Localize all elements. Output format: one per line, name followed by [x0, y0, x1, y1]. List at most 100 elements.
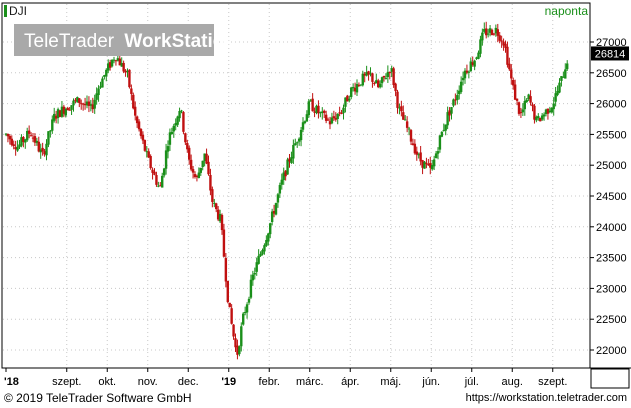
candle-body [490, 29, 494, 36]
candle-body [197, 172, 201, 178]
candle-body [240, 326, 243, 347]
candle-body [506, 46, 509, 65]
candle-body [315, 105, 318, 114]
candle-body [417, 154, 420, 156]
candle-body [234, 338, 237, 348]
candle-body [550, 108, 553, 113]
candle-body [373, 82, 376, 84]
candle-body [74, 99, 77, 101]
candle-body [488, 28, 492, 33]
candle-body [554, 93, 557, 102]
candle-body [540, 115, 544, 120]
y-tick-label: 27000 [596, 37, 627, 49]
candle-body [141, 134, 145, 141]
candle-body [189, 159, 193, 170]
candle-body [97, 88, 100, 96]
candle-body [448, 110, 451, 116]
candle-body [184, 133, 187, 143]
candle-body [43, 151, 46, 155]
candle-body [222, 229, 226, 257]
candle-body [469, 61, 472, 72]
candle-body [8, 135, 12, 140]
candle-body [195, 176, 199, 178]
interval-label[interactable]: naponta [545, 4, 589, 18]
candle-body [442, 129, 445, 131]
candle-body [386, 71, 390, 78]
candle-body [348, 98, 351, 101]
candle-body [87, 101, 91, 106]
candle-body [359, 84, 363, 86]
candle-body [282, 172, 285, 181]
candle-body [537, 116, 540, 119]
candle-body [243, 312, 247, 314]
candle-body [126, 70, 129, 72]
candle-body [512, 79, 515, 86]
candle-body [421, 160, 424, 168]
candle-body [12, 144, 15, 147]
candle-body [164, 150, 168, 169]
candle-body [353, 87, 357, 92]
watermark-brand: TeleTrader [24, 31, 115, 52]
candle-body [334, 117, 337, 120]
candle-body [396, 91, 399, 108]
candle-body [41, 147, 44, 152]
candle-body [166, 146, 170, 152]
y-tick-label: 24500 [596, 191, 627, 203]
candle-body [27, 130, 31, 134]
candle-body [338, 112, 341, 114]
candle-body [228, 302, 231, 308]
plot-area[interactable] [1, 2, 591, 369]
x-tick-label: dec. [178, 376, 199, 388]
candle-body [297, 138, 301, 142]
x-tick-label: '18 [4, 376, 19, 388]
candle-body [556, 90, 559, 95]
x-tick-label: ápr. [341, 376, 359, 388]
candle-body [257, 255, 260, 264]
copyright-text: © 2019 TeleTrader Software GmbH [4, 391, 192, 405]
candle-body [68, 109, 71, 111]
candle-body [209, 174, 212, 191]
candle-body [546, 108, 550, 114]
candle-body [350, 87, 353, 98]
y-tick-label: 24000 [596, 222, 627, 234]
x-tick-label: '19 [221, 376, 236, 388]
candle-body [132, 94, 135, 109]
candle-body [53, 113, 56, 121]
candle-body [292, 144, 295, 159]
candle-body [392, 68, 395, 86]
candle-body [130, 88, 133, 94]
candle-body [427, 164, 430, 166]
candle-body [429, 163, 432, 168]
candle-body [330, 117, 334, 124]
candle-body [124, 70, 127, 73]
candle-body [280, 179, 283, 185]
candle-body [413, 143, 417, 154]
candle-body [494, 27, 498, 34]
y-tick-label: 22500 [596, 314, 627, 326]
candle-body [56, 109, 60, 118]
candle-body [525, 99, 528, 103]
candle-body [145, 151, 148, 153]
candle-body [155, 175, 158, 185]
watermark-logo: TeleTrader WorkStation [14, 24, 236, 56]
candle-body [174, 123, 177, 126]
candle-body [450, 107, 453, 114]
candle-body [199, 167, 202, 173]
candle-body [159, 185, 162, 187]
candle-body [411, 143, 415, 146]
x-tick-label: okt. [98, 376, 116, 388]
candle-body [515, 98, 519, 101]
candle-body [80, 103, 83, 105]
candle-body [305, 114, 309, 122]
candle-body [566, 63, 569, 70]
symbol-marker [4, 5, 7, 17]
candle-body [64, 109, 67, 116]
candle-body [247, 298, 251, 303]
candle-body [496, 29, 499, 36]
website-link[interactable]: https://workstation.teletrader.com [465, 392, 627, 404]
candle-body [324, 114, 328, 121]
candle-body [14, 147, 17, 150]
symbol-label[interactable]: DJI [9, 4, 27, 18]
candle-body [296, 142, 299, 144]
